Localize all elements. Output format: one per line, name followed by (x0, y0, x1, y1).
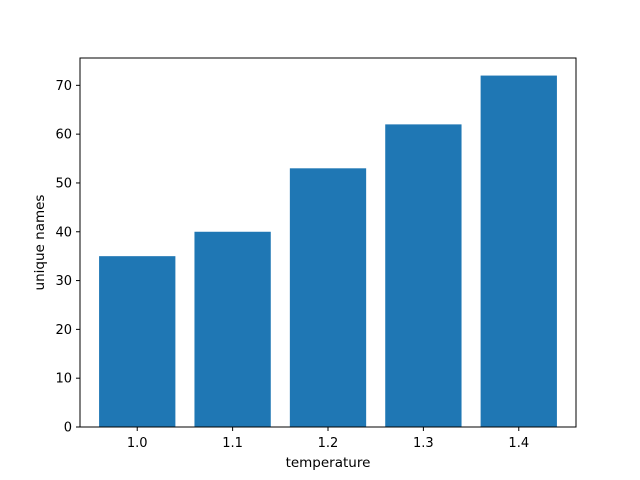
y-tick-label: 0 (64, 421, 72, 436)
y-tick-label: 50 (55, 176, 72, 191)
bars-group (99, 75, 557, 428)
bar-1-2 (289, 168, 367, 428)
x-tick-label: 1.0 (127, 436, 148, 451)
y-axis-label: unique names (32, 195, 48, 291)
x-axis-ticks: 1.0 1.1 1.2 1.3 1.4 (127, 427, 529, 451)
x-tick-label: 1.3 (413, 436, 434, 451)
y-tick-label: 60 (55, 128, 72, 143)
bar-1-3 (385, 124, 462, 427)
x-tick-label: 1.4 (508, 436, 529, 451)
x-tick-label: 1.1 (222, 436, 243, 451)
bar-1-1 (194, 231, 271, 427)
y-tick-label: 30 (55, 274, 72, 289)
y-axis-ticks: 0 10 20 30 40 50 60 70 (55, 79, 80, 436)
bar-1-0 (99, 256, 176, 427)
y-tick-label: 40 (55, 225, 72, 240)
y-tick-label: 70 (55, 79, 72, 94)
bar-1-4 (480, 75, 557, 428)
x-axis-label: temperature (286, 455, 371, 471)
y-tick-label: 10 (55, 372, 72, 387)
y-tick-label: 20 (55, 323, 72, 338)
x-tick-label: 1.2 (318, 436, 339, 451)
